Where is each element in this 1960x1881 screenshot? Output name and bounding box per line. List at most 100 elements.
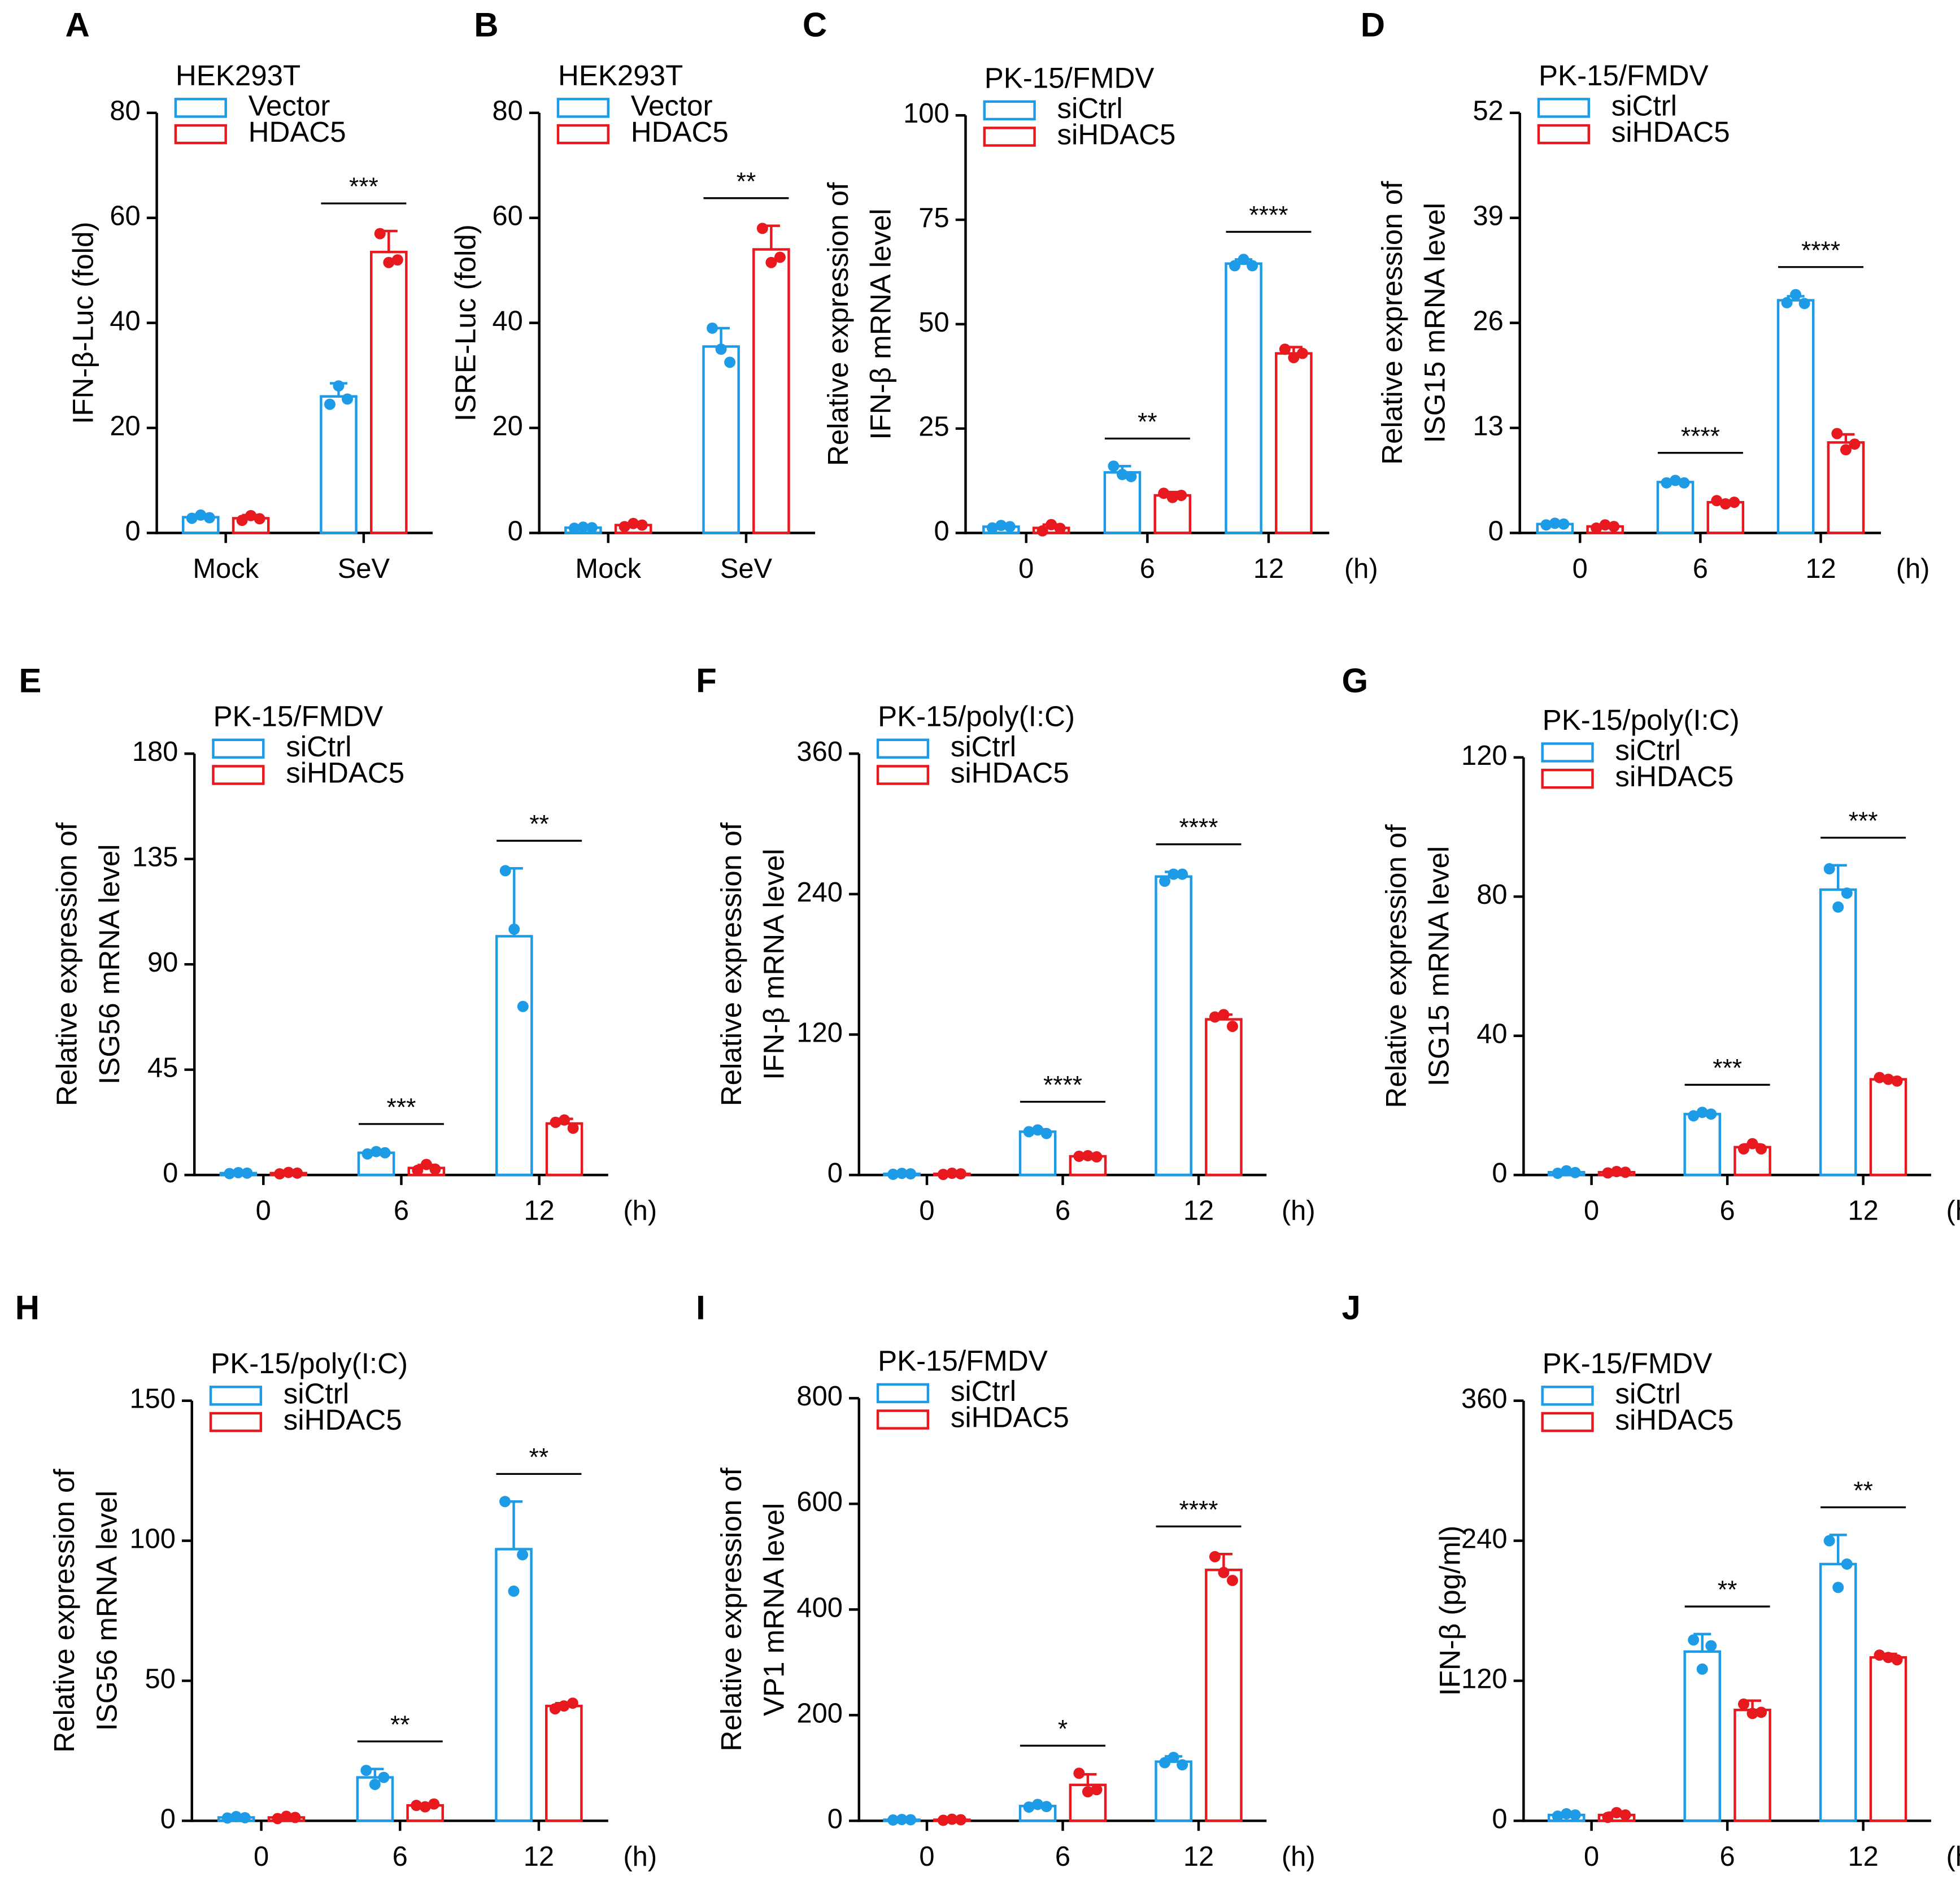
data-point	[1218, 1566, 1230, 1578]
data-point	[1599, 519, 1611, 531]
legend-label: siCtrl	[284, 1377, 349, 1409]
data-point	[887, 1168, 899, 1180]
data-point	[1247, 260, 1258, 272]
legend-swatch	[876, 738, 930, 759]
bar	[1776, 299, 1815, 534]
data-point	[245, 510, 257, 521]
data-point	[429, 1163, 441, 1175]
data-point	[1678, 477, 1690, 489]
x-tick-label: 0	[1573, 554, 1588, 584]
data-point	[1023, 1801, 1035, 1813]
data-point	[1569, 1809, 1581, 1821]
data-point	[1840, 444, 1852, 456]
legend-label: siHDAC5	[1057, 118, 1176, 150]
x-tick-label: Mock	[575, 554, 641, 584]
data-point	[1116, 469, 1128, 480]
data-point	[707, 322, 718, 334]
y-tick-label: 40	[110, 306, 140, 337]
significance-label: ****	[1681, 423, 1720, 450]
x-tick-label: 12	[1183, 1841, 1214, 1872]
data-point	[411, 1800, 423, 1812]
data-point	[896, 1814, 908, 1826]
legend-swatch	[876, 765, 930, 785]
data-point	[1175, 489, 1187, 501]
panel-letter: E	[19, 662, 41, 700]
y-tick-label: 0	[934, 516, 949, 546]
x-tick-label: 12	[524, 1841, 554, 1872]
legend-title: HEK293T	[176, 59, 300, 92]
legend-title: PK-15/poly(I:C)	[878, 700, 1075, 733]
legend-swatch	[174, 124, 227, 145]
data-point	[1004, 521, 1016, 533]
y-tick-label: 180	[132, 737, 178, 767]
data-point	[937, 1814, 949, 1826]
y-tick-label: 200	[796, 1698, 842, 1728]
data-point	[1023, 1126, 1035, 1138]
data-point	[1611, 1165, 1623, 1177]
y-tick-label: 135	[132, 842, 178, 873]
data-point	[559, 1114, 570, 1126]
significance-label: **	[1138, 408, 1157, 436]
data-point	[1040, 1127, 1052, 1139]
data-point	[1177, 1759, 1188, 1771]
legend-title: HEK293T	[558, 59, 683, 92]
data-point	[239, 1812, 251, 1823]
x-tick-label: 0	[1584, 1196, 1599, 1226]
data-point	[391, 254, 403, 266]
data-point	[1719, 498, 1731, 510]
data-point	[905, 1168, 917, 1180]
y-tick-label: 240	[1461, 1524, 1507, 1555]
data-point	[1046, 519, 1057, 530]
significance-label: ***	[349, 173, 378, 201]
legend-swatch	[983, 100, 1036, 121]
data-point	[1552, 1810, 1563, 1822]
panel-letter: I	[696, 1289, 705, 1327]
legend-swatch	[209, 1386, 263, 1406]
y-axis-label: IFN-β-Luc (fold)	[67, 221, 99, 424]
legend-swatch	[556, 98, 609, 118]
legend-label: Vector	[631, 89, 713, 121]
data-point	[1737, 1698, 1749, 1710]
y-axis-label: IFN-β mRNA level	[864, 208, 896, 439]
y-axis-label: ISG15 mRNA level	[1422, 846, 1454, 1087]
legend-swatch	[1541, 768, 1594, 789]
data-point	[241, 1167, 253, 1179]
y-tick-label: 39	[1473, 201, 1504, 232]
x-tick-label: 6	[1720, 1196, 1735, 1226]
significance-label: **	[529, 1443, 549, 1471]
data-point	[324, 398, 336, 410]
data-point	[1032, 1799, 1044, 1810]
data-point	[1611, 1806, 1623, 1818]
legend-swatch	[876, 1409, 930, 1430]
legend-swatch	[1541, 1412, 1594, 1432]
data-point	[1229, 260, 1241, 272]
data-point	[428, 1798, 440, 1810]
data-point	[1168, 868, 1179, 880]
bar	[752, 248, 790, 534]
data-point	[499, 865, 511, 877]
x-tick-label: 0	[254, 1841, 269, 1872]
bar	[1155, 875, 1192, 1177]
y-tick-label: 50	[918, 307, 949, 338]
data-point	[1226, 1021, 1238, 1032]
significance-label: ****	[1043, 1072, 1082, 1099]
significance-label: **	[737, 168, 756, 195]
y-tick-label: 0	[125, 516, 141, 546]
data-point	[291, 1167, 303, 1179]
y-tick-label: 45	[147, 1053, 178, 1083]
data-point	[1054, 522, 1066, 534]
data-point	[1549, 517, 1561, 529]
data-point	[419, 1801, 431, 1813]
y-tick-label: 100	[903, 98, 949, 129]
data-point	[517, 1000, 529, 1012]
data-point	[1032, 1124, 1044, 1136]
bar	[545, 1704, 583, 1822]
data-point	[1279, 343, 1291, 355]
data-point	[1125, 471, 1137, 482]
legend-label: siHDAC5	[1611, 116, 1730, 148]
bar	[1155, 1760, 1192, 1822]
legend-label: siHDAC5	[286, 756, 404, 789]
legend-title: PK-15/poly(I:C)	[211, 1347, 408, 1379]
x-tick-label: 12	[1183, 1196, 1214, 1226]
